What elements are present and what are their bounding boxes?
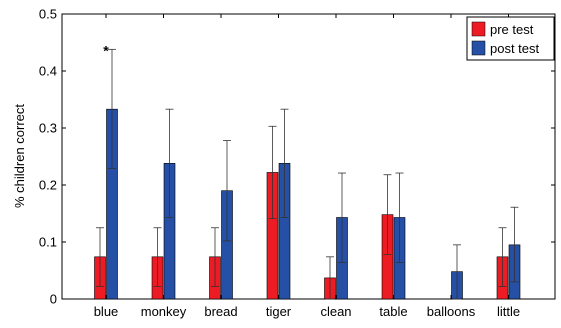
legend-label-post-test: post test bbox=[490, 41, 540, 56]
x-tick-label-bread: bread bbox=[204, 304, 237, 319]
y-axis-label: % children correct bbox=[12, 104, 27, 208]
y-tick-label: 0.3 bbox=[39, 121, 57, 136]
x-tick-label-tiger: tiger bbox=[266, 304, 292, 319]
significance-marker: * bbox=[103, 42, 109, 58]
error-bar-group bbox=[96, 48, 519, 300]
legend: pre test post test bbox=[466, 16, 555, 61]
x-tick-label-little: little bbox=[497, 304, 520, 319]
annotation-group: * bbox=[103, 42, 109, 58]
y-tick-label: 0 bbox=[50, 292, 57, 307]
y-tick-label: 0.1 bbox=[39, 235, 57, 250]
y-tick-label: 0.4 bbox=[39, 64, 57, 79]
y-tick-label: 0.2 bbox=[39, 178, 57, 193]
legend-swatch-pre-test bbox=[471, 21, 486, 37]
x-tick-label-table: table bbox=[379, 304, 407, 319]
y-axis-ticks: 0 0.1 0.2 0.3 0.4 0.5 bbox=[39, 7, 555, 307]
x-tick-label-blue: blue bbox=[94, 304, 119, 319]
y-tick-label: 0.5 bbox=[39, 7, 57, 22]
x-tick-label-balloons: balloons bbox=[427, 304, 476, 319]
legend-label-pre-test: pre test bbox=[490, 22, 534, 37]
legend-swatch-post-test bbox=[471, 40, 486, 56]
x-tick-label-monkey: monkey bbox=[141, 304, 187, 319]
x-axis-ticks: blue monkey bread tiger clean table balloons li… bbox=[94, 14, 520, 319]
plot-area bbox=[61, 13, 556, 300]
x-tick-label-clean: clean bbox=[320, 304, 351, 319]
